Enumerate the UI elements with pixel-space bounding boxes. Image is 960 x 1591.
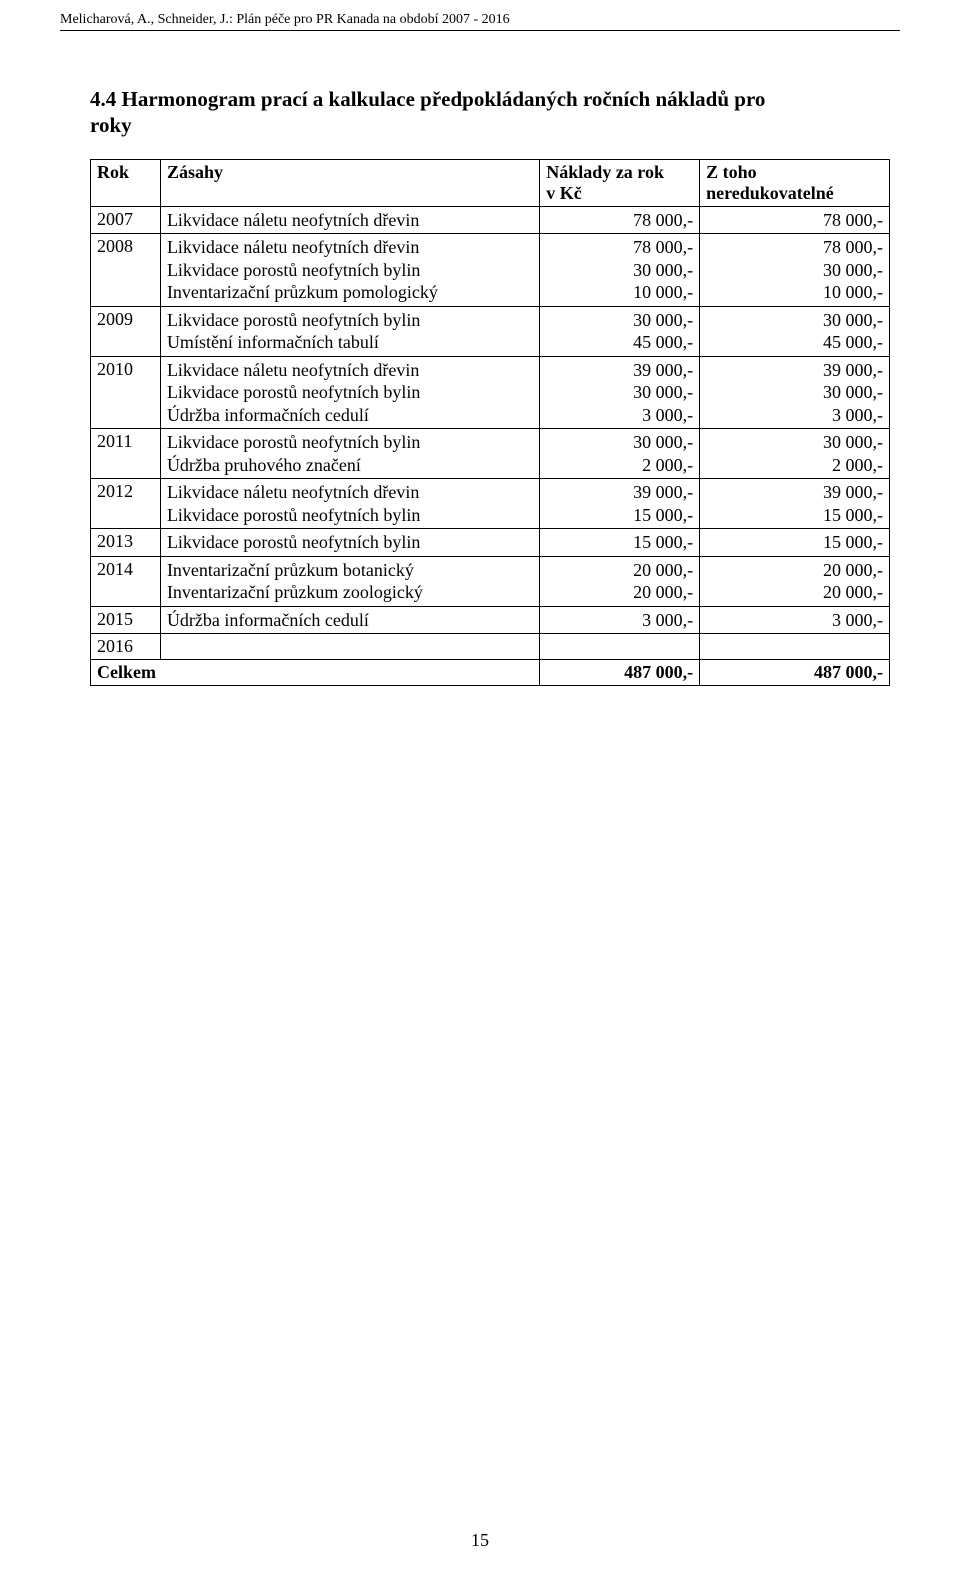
cell-zasahy: Likvidace porostů neofytních bylinUmístě… [160,306,539,356]
cell-nered: 20 000,-20 000,- [700,556,890,606]
table-row: 2014Inventarizační průzkum botanickýInve… [91,556,890,606]
table-row-total: Celkem487 000,-487 000,- [91,660,890,686]
cell-nered: 30 000,-2 000,- [700,429,890,479]
cell-rok: 2014 [91,556,161,606]
section-title-line1: 4.4 Harmonogram prací a kalkulace předpo… [90,87,765,111]
cell-zasahy: Likvidace náletu neofytních dřevin [160,206,539,234]
cell-naklady [540,634,700,660]
cell-naklady: 78 000,- [540,206,700,234]
table-header-row: Rok Zásahy Náklady za rok v Kč Z toho ne… [91,159,890,206]
col-rok-header: Rok [91,159,161,206]
col-nered-header: Z toho neredukovatelné [700,159,890,206]
section-title: 4.4 Harmonogram prací a kalkulace předpo… [90,86,900,139]
cell-rok: 2010 [91,356,161,429]
table-row: 2009Likvidace porostů neofytních bylinUm… [91,306,890,356]
header-rule [60,30,900,31]
cell-total-nered: 487 000,- [700,660,890,686]
cell-rok: 2007 [91,206,161,234]
cell-nered: 15 000,- [700,529,890,557]
section-title-line2: roky [90,113,132,137]
cell-naklady: 20 000,-20 000,- [540,556,700,606]
cell-nered: 78 000,-30 000,-10 000,- [700,234,890,307]
cost-table-body: 2007Likvidace náletu neofytních dřevin78… [91,206,890,686]
cell-rok: 2011 [91,429,161,479]
table-row: 2013Likvidace porostů neofytních bylin15… [91,529,890,557]
cell-rok: 2012 [91,479,161,529]
cell-naklady: 30 000,-2 000,- [540,429,700,479]
document-page: Melicharová, A., Schneider, J.: Plán péč… [0,0,960,1591]
cell-zasahy: Likvidace náletu neofytních dřevinLikvid… [160,356,539,429]
cell-rok: 2013 [91,529,161,557]
col-naklady-header-l2: v Kč [546,183,582,203]
table-row: 2010Likvidace náletu neofytních dřevinLi… [91,356,890,429]
cell-nered: 39 000,-30 000,-3 000,- [700,356,890,429]
col-zasahy-header: Zásahy [160,159,539,206]
col-naklady-header: Náklady za rok v Kč [540,159,700,206]
cost-table: Rok Zásahy Náklady za rok v Kč Z toho ne… [90,159,890,687]
cell-zasahy: Likvidace porostů neofytních bylinÚdržba… [160,429,539,479]
table-row: 2007Likvidace náletu neofytních dřevin78… [91,206,890,234]
cell-nered: 78 000,- [700,206,890,234]
cell-zasahy: Údržba informačních cedulí [160,606,539,634]
cell-rok: 2008 [91,234,161,307]
cell-naklady: 15 000,- [540,529,700,557]
cell-total-naklady: 487 000,- [540,660,700,686]
cell-naklady: 39 000,-15 000,- [540,479,700,529]
running-head: Melicharová, A., Schneider, J.: Plán péč… [0,0,960,30]
col-nered-header-l1: Z toho neredukovatelné [706,162,834,203]
cell-naklady: 3 000,- [540,606,700,634]
table-row: 2012Likvidace náletu neofytních dřevinLi… [91,479,890,529]
table-row: 2008Likvidace náletu neofytních dřevinLi… [91,234,890,307]
cell-zasahy [160,634,539,660]
table-row: 2016 [91,634,890,660]
cell-zasahy: Likvidace porostů neofytních bylin [160,529,539,557]
cell-nered: 30 000,-45 000,- [700,306,890,356]
cell-nered [700,634,890,660]
cell-naklady: 39 000,-30 000,-3 000,- [540,356,700,429]
table-row: 2015Údržba informačních cedulí3 000,-3 0… [91,606,890,634]
cell-total-label: Celkem [91,660,540,686]
cell-naklady: 30 000,-45 000,- [540,306,700,356]
table-row: 2011Likvidace porostů neofytních bylinÚd… [91,429,890,479]
cell-nered: 39 000,-15 000,- [700,479,890,529]
cell-rok: 2015 [91,606,161,634]
cell-zasahy: Likvidace náletu neofytních dřevinLikvid… [160,479,539,529]
page-number: 15 [0,1530,960,1551]
cell-rok: 2009 [91,306,161,356]
cell-naklady: 78 000,-30 000,-10 000,- [540,234,700,307]
col-naklady-header-l1: Náklady za rok [546,162,664,182]
cell-zasahy: Inventarizační průzkum botanickýInventar… [160,556,539,606]
cell-zasahy: Likvidace náletu neofytních dřevinLikvid… [160,234,539,307]
cell-nered: 3 000,- [700,606,890,634]
cell-rok: 2016 [91,634,161,660]
